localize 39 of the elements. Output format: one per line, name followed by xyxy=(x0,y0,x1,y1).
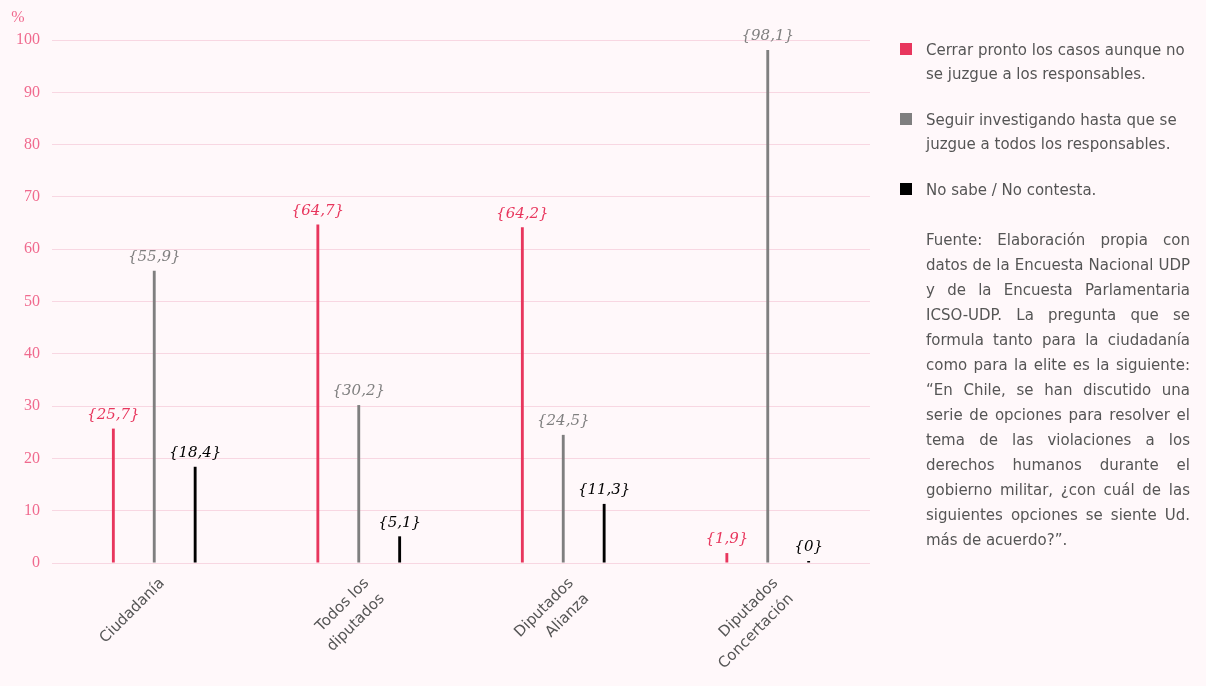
bar xyxy=(398,536,402,563)
legend-label: Cerrar pronto los casos aunque no se juzgue a los responsables. xyxy=(926,40,1186,85)
bar xyxy=(152,270,156,563)
bar xyxy=(111,428,115,563)
y-tick-label: 60 xyxy=(24,239,40,257)
data-label: {1,9} xyxy=(705,529,749,548)
y-tick-label: 70 xyxy=(24,187,40,205)
bar xyxy=(561,434,565,563)
y-tick-label: 90 xyxy=(24,82,40,100)
y-tick-label: 30 xyxy=(24,396,40,414)
bar xyxy=(602,503,606,563)
data-label: {64,7} xyxy=(291,201,345,220)
data-label: {24,5} xyxy=(537,411,590,430)
legend-label: No sabe / No contesta. xyxy=(926,180,1097,201)
y-tick-label: 50 xyxy=(24,291,40,309)
data-label: {98,1} xyxy=(741,26,794,45)
legend-label: Seguir investigando hasta que se juzgue a todos los responsables. xyxy=(926,110,1178,155)
data-label: {18,4} xyxy=(168,443,222,462)
data-label: {64,2} xyxy=(496,203,549,222)
bar xyxy=(725,553,729,563)
data-label: {0} xyxy=(794,537,823,556)
data-label: {25,7} xyxy=(87,404,140,423)
y-tick-label: 100 xyxy=(16,30,40,48)
y-tick-label: 0 xyxy=(32,553,40,571)
bar xyxy=(193,466,197,563)
bar xyxy=(316,224,320,563)
bar xyxy=(357,405,361,563)
bar xyxy=(520,227,524,563)
bar xyxy=(766,49,770,563)
y-tick-label: 80 xyxy=(24,134,40,152)
data-label: {11,3} xyxy=(577,480,631,499)
y-tick-label: 40 xyxy=(24,344,40,361)
y-axis-title: % xyxy=(11,8,25,26)
y-tick-label: 10 xyxy=(24,500,40,518)
data-label: {5,1} xyxy=(378,512,422,531)
y-tick-label: 20 xyxy=(24,448,40,466)
data-label: {30,2} xyxy=(332,381,385,400)
data-label: {55,9} xyxy=(128,247,181,266)
text: Fuente: Elaboración propia con datos de la Encuesta Nacional UDP y de la Encuesta Parlamentaria ICSO-UDP. La pregunta que se formula tanto para la ciudadanía como para la elite es la siguiente: “En Chile, se han discutido una serie de opciones para resolver el tema de las violaciones a los derechos humanos durante el gobierno militar, ¿con cuál de las siguientes opciones se siente Ud. más de acuerdo?”. xyxy=(926,231,1190,549)
